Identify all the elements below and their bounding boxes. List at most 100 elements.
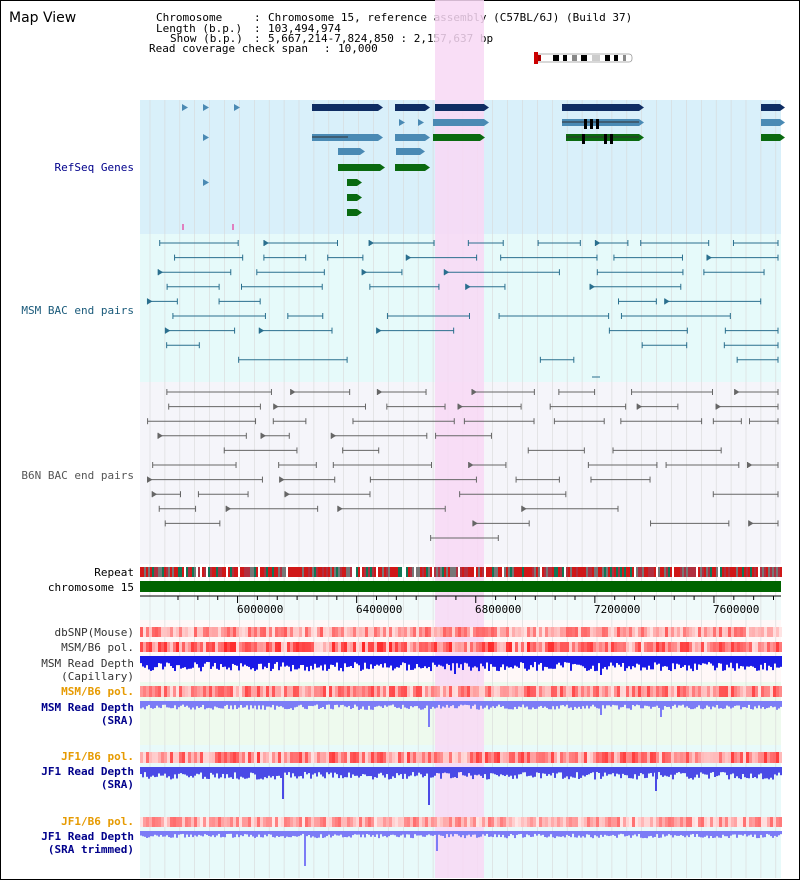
heat-cell [281, 817, 284, 827]
msm-capillary-depth-bar [546, 656, 548, 668]
jf1-trim-depth-bar [380, 831, 382, 835]
jf1-trim-depth-bar [596, 831, 598, 837]
msm-sra-depth-bar [646, 701, 648, 706]
jf1-trim-depth-bar [684, 831, 686, 838]
msm-sra-depth-bar [464, 701, 466, 705]
jf1-trim-depth-bar [312, 831, 314, 837]
heat-cell [614, 752, 617, 763]
heat-cell [458, 686, 461, 697]
jf1-sra-depth-bar [378, 767, 380, 774]
repeat-segment [534, 567, 536, 577]
ideogram-band [572, 55, 577, 61]
gene-block [761, 119, 780, 126]
msm-sra-depth-bar [150, 701, 152, 708]
jf1-sra-depth-bar [392, 767, 394, 777]
repeat-segment [660, 567, 662, 577]
heat-cell [494, 627, 497, 637]
gene-arrow [378, 104, 383, 111]
heat-cell [554, 686, 557, 697]
msm-capillary-depth-bar [396, 656, 398, 668]
repeat-segment [206, 567, 208, 577]
heat-cell [446, 817, 449, 827]
heat-cell [665, 627, 668, 637]
msm-capillary-depth-bar [780, 656, 782, 667]
jf1-trim-depth-bar [252, 831, 254, 837]
msm-sra-depth-bar [284, 701, 286, 709]
jf1-trim-depth-bar [748, 831, 750, 836]
heat-cell [479, 817, 482, 827]
msm-capillary-depth-bar [452, 656, 454, 664]
msm-sra-depth-bar [644, 701, 646, 706]
heat-cell [152, 627, 155, 637]
heat-cell [476, 752, 479, 763]
jf1-sra-depth-bar [668, 767, 670, 777]
heat-cell [593, 627, 596, 637]
jf1-sra-depth-bar [164, 767, 166, 774]
msm-capillary-depth-bar [728, 656, 730, 668]
msm-capillary-depth-bar [420, 656, 422, 669]
heat-cell [437, 642, 440, 652]
heat-cell [662, 817, 665, 827]
msm-capillary-depth-bar [336, 656, 338, 663]
repeat-segment [672, 567, 674, 577]
msm-sra-depth-bar [668, 701, 670, 707]
msm-capillary-depth-bar [206, 656, 208, 662]
msm-sra-depth-bar [524, 701, 526, 708]
heat-cell [182, 627, 185, 637]
msm-capillary-depth-bar [164, 656, 166, 667]
jf1-sra-depth-bar [584, 767, 586, 777]
repeat-segment [772, 567, 774, 577]
jf1-sra-depth-bar [266, 767, 268, 779]
heat-cell [368, 627, 371, 637]
msm-capillary-depth-bar [364, 656, 366, 663]
msm-capillary-depth-bar [254, 656, 256, 671]
msm-sra-depth-bar [300, 701, 302, 705]
msm-capillary-depth-bar [244, 656, 246, 665]
heat-cell [203, 686, 206, 697]
heat-cell [296, 752, 299, 763]
repeat-segment [434, 567, 436, 577]
msm-capillary-depth-bar [218, 656, 220, 670]
msm-capillary-depth-bar [538, 656, 540, 665]
heat-cell [383, 627, 386, 637]
msm-sra-depth-bar [256, 701, 258, 710]
heat-cell [419, 817, 422, 827]
heat-cell [683, 627, 686, 637]
heat-cell [566, 752, 569, 763]
gene-block [562, 104, 639, 111]
repeat-segment [564, 567, 566, 577]
heat-cell [761, 627, 764, 637]
heat-cell [146, 752, 149, 763]
jf1-sra-depth-bar [208, 767, 210, 779]
jf1-sra-depth-bar [726, 767, 728, 776]
jf1-trim-depth-bar [144, 831, 146, 837]
gene-arrow [357, 209, 362, 216]
jf1-sra-depth-bar [200, 767, 202, 773]
jf1-sra-depth-bar [486, 767, 488, 780]
msm-sra-depth-bar [358, 701, 360, 710]
msm-capillary-depth-bar [564, 656, 566, 663]
repeat-segment [372, 567, 374, 577]
heat-cell [182, 752, 185, 763]
heat-cell [380, 817, 383, 827]
repeat-segment [382, 567, 384, 577]
repeat-segment [746, 567, 748, 577]
heat-cell [278, 642, 281, 652]
b6n-bac-label: B6N BAC end pairs [21, 469, 134, 482]
heat-cell [206, 627, 209, 637]
heat-cell [482, 686, 485, 697]
heat-cell [626, 817, 629, 827]
heat-cell [344, 627, 347, 637]
jf1-sra-depth-bar [152, 767, 154, 776]
heat-cell [407, 817, 410, 827]
heat-cell [209, 627, 212, 637]
jf1-sra-depth-bar [620, 767, 622, 779]
repeat-segment [726, 567, 728, 577]
jf1-trim-depth-bar [172, 831, 174, 838]
jf1-sra-depth-bar [736, 767, 738, 777]
msm-sra-depth-bar [330, 701, 332, 709]
heat-cell [392, 752, 395, 763]
heat-cell [617, 817, 620, 827]
jf1-trim-depth-bar [506, 831, 508, 839]
heat-cell [200, 817, 203, 827]
